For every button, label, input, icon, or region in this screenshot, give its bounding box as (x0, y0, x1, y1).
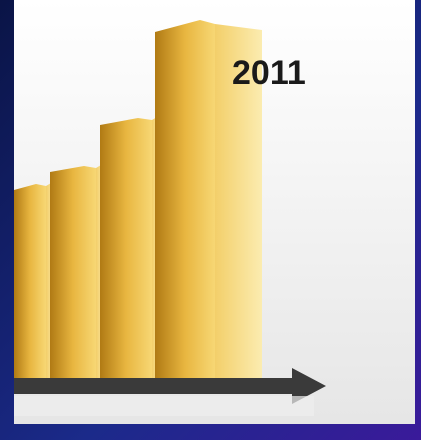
bar (14, 184, 46, 382)
year-label: 2011 (232, 54, 306, 92)
bar-side (215, 24, 262, 382)
bars (14, 20, 262, 382)
bar (50, 166, 96, 382)
reflection (14, 396, 314, 416)
arrow (14, 368, 326, 404)
bar (100, 118, 152, 382)
bar (155, 20, 215, 382)
